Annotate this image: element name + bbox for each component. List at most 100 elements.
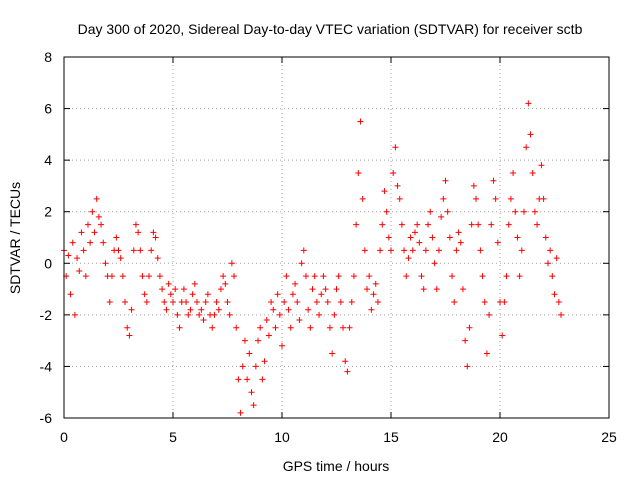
data-point — [392, 144, 399, 151]
data-point — [405, 255, 412, 262]
data-point — [274, 291, 281, 298]
data-point — [213, 298, 220, 305]
data-point — [211, 311, 218, 318]
data-point — [154, 255, 161, 262]
data-point — [549, 273, 556, 280]
data-point — [126, 332, 133, 339]
data-point — [507, 195, 514, 202]
data-point — [302, 273, 309, 280]
data-point — [191, 280, 198, 287]
data-point — [276, 311, 283, 318]
data-point — [470, 182, 477, 189]
data-point — [359, 195, 366, 202]
data-point — [239, 363, 246, 370]
data-point — [416, 239, 423, 246]
data-point — [167, 291, 174, 298]
data-point — [148, 247, 155, 254]
data-point — [268, 298, 275, 305]
data-point — [161, 298, 168, 305]
data-point — [505, 221, 512, 228]
data-point — [100, 239, 107, 246]
data-point — [309, 286, 316, 293]
data-point — [270, 306, 277, 313]
data-point — [350, 273, 357, 280]
tick-labels: 0 5 10 15 20 25 -6 -4 -2 0 2 4 6 8 — [40, 49, 617, 445]
data-point — [457, 239, 464, 246]
data-point — [346, 324, 353, 331]
data-point — [255, 337, 262, 344]
data-point — [331, 311, 338, 318]
data-point — [409, 247, 416, 254]
data-point — [146, 273, 153, 280]
data-point — [398, 221, 405, 228]
data-point — [163, 306, 170, 313]
data-point — [326, 324, 333, 331]
data-point — [87, 239, 94, 246]
data-point — [435, 247, 442, 254]
data-point — [372, 280, 379, 287]
data-point — [422, 247, 429, 254]
data-point — [241, 337, 248, 344]
data-point — [200, 317, 207, 324]
grid — [64, 57, 609, 418]
data-point — [217, 286, 224, 293]
data-point — [102, 260, 109, 267]
data-point — [233, 324, 240, 331]
data-point — [551, 291, 558, 298]
data-point — [143, 298, 150, 305]
data-point — [503, 273, 510, 280]
data-point — [215, 306, 222, 313]
data-point — [132, 221, 139, 228]
data-point — [165, 280, 172, 287]
data-point — [516, 273, 523, 280]
data-point — [176, 324, 183, 331]
data-point — [540, 195, 547, 202]
data-point — [433, 286, 440, 293]
data-point — [159, 286, 166, 293]
data-point — [420, 286, 427, 293]
data-point — [462, 337, 469, 344]
data-point — [71, 311, 78, 318]
data-point — [473, 195, 480, 202]
data-point — [403, 273, 410, 280]
data-point — [538, 162, 545, 169]
chart-title: Day 300 of 2020, Sidereal Day-to-day VTE… — [78, 21, 583, 37]
data-point — [222, 280, 229, 287]
data-point — [510, 170, 517, 177]
data-point — [383, 208, 390, 215]
y-tick-label: 6 — [44, 101, 52, 117]
data-point — [124, 324, 131, 331]
data-point — [198, 306, 205, 313]
data-point — [156, 273, 163, 280]
data-point — [263, 317, 270, 324]
data-point — [174, 311, 181, 318]
data-point — [520, 208, 527, 215]
data-point — [381, 188, 388, 195]
y-tick-label: 4 — [44, 152, 52, 168]
data-point — [499, 332, 506, 339]
data-point — [475, 221, 482, 228]
x-tick-label: 5 — [169, 429, 177, 445]
y-tick-label: 0 — [44, 255, 52, 271]
data-point — [366, 273, 373, 280]
data-point — [324, 298, 331, 305]
data-point — [429, 234, 436, 241]
data-point — [113, 234, 120, 241]
data-point — [440, 195, 447, 202]
data-point — [446, 234, 453, 241]
data-point — [69, 239, 76, 246]
data-point — [259, 376, 266, 383]
data-point — [368, 306, 375, 313]
data-point — [189, 291, 196, 298]
data-point — [265, 332, 272, 339]
data-point — [67, 291, 74, 298]
data-point — [82, 273, 89, 280]
plot-frame — [63, 56, 610, 419]
data-point — [479, 273, 486, 280]
data-point — [91, 229, 98, 236]
data-point — [296, 317, 303, 324]
data-point — [464, 363, 471, 370]
data-point — [494, 239, 501, 246]
data-point — [231, 273, 238, 280]
data-point — [130, 247, 137, 254]
